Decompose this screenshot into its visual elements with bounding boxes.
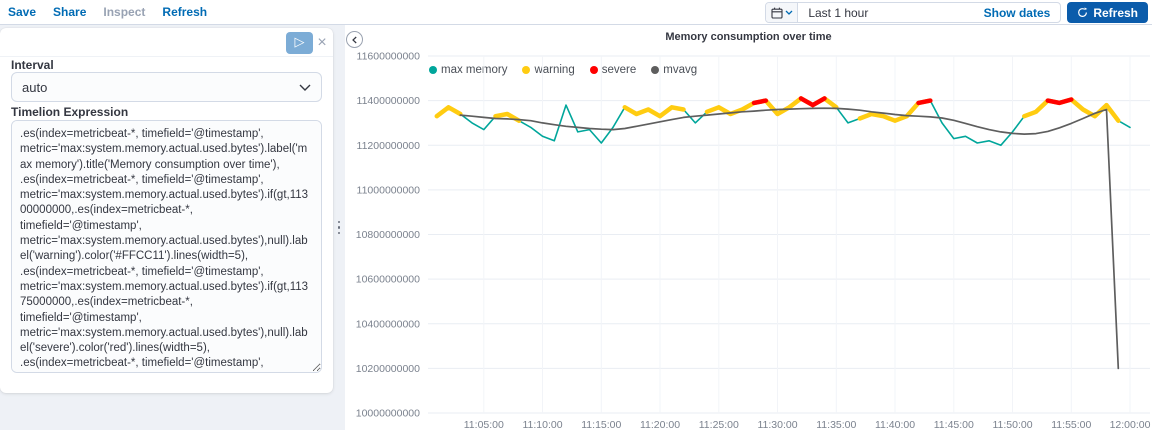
interval-label: Interval	[11, 58, 54, 72]
chart-legend: max memory warning severe mvavg	[429, 64, 697, 76]
svg-text:11:25:00: 11:25:00	[699, 419, 739, 430]
svg-text:11:30:00: 11:30:00	[757, 419, 797, 430]
legend-dot-icon	[589, 66, 598, 74]
timelion-expression-label: Timelion Expression	[11, 105, 129, 119]
svg-text:11:15:00: 11:15:00	[581, 419, 621, 430]
legend-label: max memory	[441, 64, 508, 76]
chart-panel: Memory consumption over time max memory w…	[345, 25, 1152, 430]
time-filter-cluster: Last 1 hour Show dates Refresh	[765, 2, 1148, 23]
refresh-query-button[interactable]: Refresh	[1067, 2, 1148, 23]
svg-text:11:40:00: 11:40:00	[875, 419, 915, 430]
legend-item: mvavg	[651, 64, 697, 76]
svg-text:11200000000: 11200000000	[357, 140, 421, 152]
timelion-expression-editor: ▷ × Interval auto Timelion Expression .e…	[0, 28, 333, 393]
share-button[interactable]: Share	[53, 5, 87, 19]
svg-text:11000000000: 11000000000	[357, 184, 421, 196]
close-icon[interactable]: ×	[317, 34, 327, 51]
svg-text:10200000000: 10200000000	[356, 363, 420, 375]
svg-text:10600000000: 10600000000	[356, 274, 420, 286]
timelion-expression-input[interactable]: .es(index=metricbeat-*, timefield='@time…	[11, 120, 322, 373]
time-range-value[interactable]: Last 1 hour	[808, 5, 869, 20]
panel-resizer[interactable]	[333, 25, 345, 430]
chevron-left-icon	[351, 36, 359, 44]
legend-label: warning	[534, 64, 575, 76]
legend-item: severe	[589, 64, 637, 76]
quick-select-menu-button[interactable]	[766, 3, 799, 22]
show-dates-button[interactable]: Show dates	[983, 5, 1051, 20]
legend-label: mvavg	[663, 64, 698, 76]
inspect-button[interactable]: Inspect	[103, 5, 146, 19]
svg-text:11400000000: 11400000000	[357, 95, 421, 107]
chevron-down-icon	[785, 10, 793, 15]
collapse-editor-button[interactable]	[346, 31, 363, 48]
svg-text:11:10:00: 11:10:00	[522, 419, 562, 430]
timeseries-plot-area[interactable]: 11600000000 11400000000 11200000000 1100000…	[345, 25, 1152, 430]
legend-item: warning	[522, 64, 575, 76]
refresh-menu-button[interactable]: Refresh	[162, 5, 208, 19]
svg-text:10800000000: 10800000000	[356, 229, 420, 241]
editor-header: ▷ ×	[0, 28, 333, 57]
calendar-icon	[771, 7, 783, 19]
chart-title: Memory consumption over time	[665, 31, 832, 43]
svg-text:11:20:00: 11:20:00	[640, 419, 680, 430]
svg-text:10400000000: 10400000000	[356, 318, 420, 330]
svg-text:12:00:00: 12:00:00	[1110, 419, 1151, 430]
svg-text:11:05:00: 11:05:00	[464, 419, 504, 430]
legend-item: max memory	[429, 64, 507, 76]
super-date-picker[interactable]: Last 1 hour Show dates	[765, 2, 1062, 23]
svg-text:11600000000: 11600000000	[357, 51, 421, 63]
interval-value: auto	[22, 79, 48, 95]
interval-select[interactable]: auto	[11, 72, 322, 102]
top-bar: Save Share Inspect Refresh Last 1 hour S…	[0, 0, 1152, 25]
svg-text:10000000000: 10000000000	[356, 408, 420, 420]
refresh-button-label: Refresh	[1093, 5, 1138, 20]
svg-text:11:35:00: 11:35:00	[816, 419, 856, 430]
legend-dot-icon	[522, 66, 531, 74]
play-icon: ▷	[294, 35, 305, 50]
chevron-down-icon	[299, 84, 311, 91]
run-expression-button[interactable]: ▷	[286, 32, 313, 54]
refresh-icon	[1077, 7, 1088, 18]
save-button[interactable]: Save	[8, 5, 37, 19]
svg-text:11:50:00: 11:50:00	[992, 419, 1032, 430]
visualize-menu: Save Share Inspect Refresh	[8, 0, 207, 24]
legend-dot-icon	[651, 66, 660, 74]
legend-dot-icon	[429, 66, 437, 74]
drag-handle-icon	[337, 220, 341, 235]
svg-text:11:55:00: 11:55:00	[1051, 419, 1091, 430]
svg-text:11:45:00: 11:45:00	[934, 419, 974, 430]
legend-label: severe	[601, 64, 637, 76]
